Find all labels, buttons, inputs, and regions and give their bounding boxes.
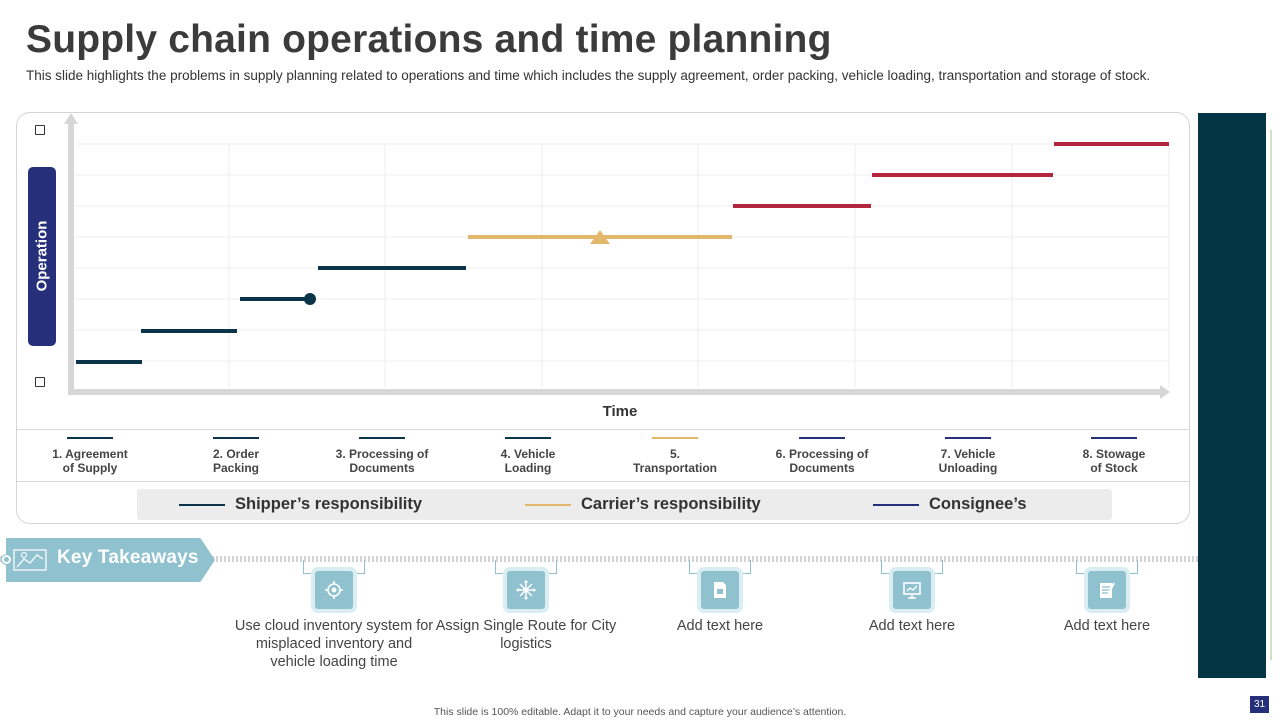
legend-item-consignee: Consignee’s xyxy=(873,489,1027,520)
step-2: 2. Order Packing xyxy=(166,430,306,475)
legend-label: Consignee’s xyxy=(929,495,1027,513)
step-color-line xyxy=(359,437,405,439)
step-color-line xyxy=(213,437,259,439)
banner-dot xyxy=(2,555,11,564)
step-label: 5. Transportation xyxy=(632,447,717,475)
axis-bottom-handle xyxy=(35,377,45,387)
step-color-line xyxy=(652,437,698,439)
step-3: 3. Processing of Documents xyxy=(312,430,452,475)
footer-note: This slide is 100% editable. Adapt it to… xyxy=(433,706,847,718)
step-label: 8. Stowage of Stock xyxy=(1082,447,1146,475)
map-icon xyxy=(13,549,47,571)
cloud-gear-icon xyxy=(315,571,353,609)
y-axis-label: Operation xyxy=(33,220,51,292)
grid xyxy=(75,143,1170,388)
step-color-line xyxy=(505,437,551,439)
legend-swatch xyxy=(179,503,225,506)
x-axis-label: Time xyxy=(602,403,638,420)
timeline-segments xyxy=(76,142,1169,364)
page-number: 31 xyxy=(1250,696,1269,713)
slide-subtitle: This slide highlights the problems in su… xyxy=(26,68,1151,83)
network-icon xyxy=(507,571,545,609)
takeaway-text: Use cloud inventory system for misplaced… xyxy=(234,618,434,670)
legend-swatch xyxy=(525,503,571,506)
right-accent-rule xyxy=(1270,130,1272,660)
responsibility-legend: Shipper’s responsibility Carrier’s respo… xyxy=(137,489,1112,520)
document-icon xyxy=(701,571,739,609)
segment-marker-dot xyxy=(304,293,316,305)
timeline-chart xyxy=(64,113,1170,399)
axis-top-handle xyxy=(35,125,45,135)
step-label: 1. Agreement of Supply xyxy=(52,447,128,475)
takeaways-ribbon-line xyxy=(0,556,1198,562)
step-color-line xyxy=(799,437,845,439)
step-7: 7. Vehicle Unloading xyxy=(898,430,1038,475)
step-label: 7. Vehicle Unloading xyxy=(938,447,998,475)
legend-item-carrier: Carrier’s responsibility xyxy=(525,489,761,520)
timeline-chart-card xyxy=(16,112,1190,524)
segment-marker-triangle xyxy=(590,230,610,244)
step-label: 6. Processing of Documents xyxy=(775,447,869,475)
takeaway-text: Add text here xyxy=(868,618,956,634)
step-6: 6. Processing of Documents xyxy=(752,430,892,475)
legend-label: Carrier’s responsibility xyxy=(581,495,761,513)
slide-title: Supply chain operations and time plannin… xyxy=(26,18,832,61)
steps-bottom-divider xyxy=(17,481,1189,482)
presentation-icon xyxy=(893,571,931,609)
operation-axis-box: Operation xyxy=(28,167,56,346)
process-steps: 1. Agreement of Supply 2. Order Packing 3.… xyxy=(17,430,1189,480)
right-accent-panel xyxy=(1198,113,1266,678)
step-label: 4. Vehicle Loading xyxy=(500,447,556,475)
steps-top-divider xyxy=(17,429,1189,430)
key-takeaways-title: Key Takeaways xyxy=(57,547,199,568)
step-8: 8. Stowage of Stock xyxy=(1044,430,1184,475)
takeaway-text: Add text here xyxy=(1063,618,1151,634)
step-4: 4. Vehicle Loading xyxy=(458,430,598,475)
step-color-line xyxy=(945,437,991,439)
legend-item-shipper: Shipper’s responsibility xyxy=(179,489,422,520)
step-color-line xyxy=(1091,437,1137,439)
step-5: 5. Transportation xyxy=(605,430,745,475)
axes xyxy=(64,113,1170,399)
step-1: 1. Agreement of Supply xyxy=(20,430,160,475)
legend-swatch xyxy=(873,503,919,506)
key-takeaways-banner xyxy=(6,538,215,582)
step-color-line xyxy=(67,437,113,439)
notepad-icon xyxy=(1088,571,1126,609)
step-label: 2. Order Packing xyxy=(212,447,260,475)
legend-label: Shipper’s responsibility xyxy=(235,495,423,513)
step-label: 3. Processing of Documents xyxy=(335,447,429,475)
takeaway-text: Add text here xyxy=(676,618,764,634)
takeaway-text: Assign Single Route for City logistics xyxy=(435,618,617,652)
